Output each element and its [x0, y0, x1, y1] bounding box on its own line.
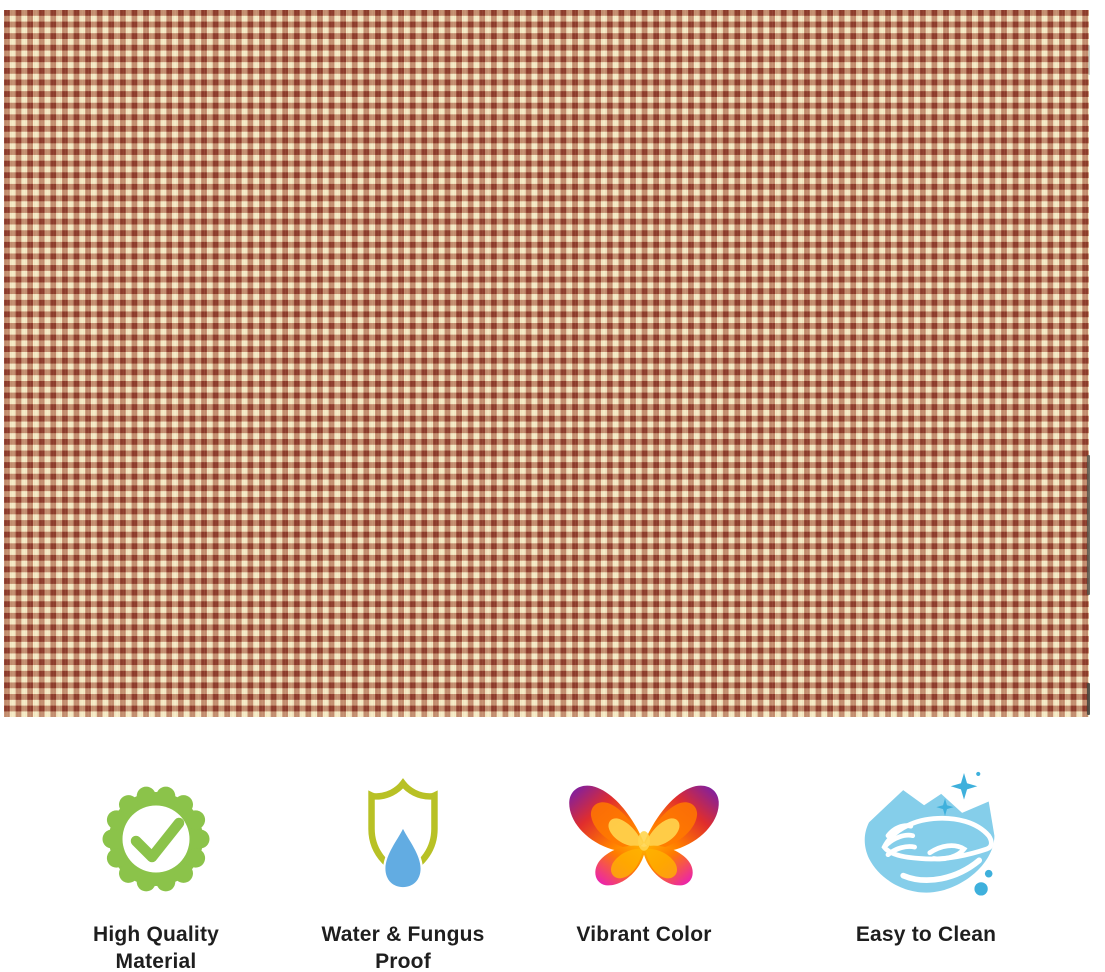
feature-label-line: Easy to Clean: [855, 923, 997, 946]
feature-label-line: Vibrant Color: [576, 923, 712, 946]
feature-label-line: Material: [115, 950, 197, 972]
feature-label: Vibrant Color: [576, 921, 711, 948]
feature-label-line: Water & Fungus: [321, 923, 485, 946]
feature-water-fungus-proof: Water & Fungus Proof: [303, 758, 503, 972]
hand-clean-icon: [864, 771, 995, 896]
shield-waterdrop-icon: [368, 778, 438, 890]
icon-box: [352, 758, 454, 920]
sparkle-icon: [936, 771, 993, 896]
feature-label: Water & Fungus Proof: [321, 921, 484, 972]
feature-label-line: High Quality: [92, 923, 220, 946]
icon-box: [98, 758, 214, 920]
fabric-edge-mark: [1087, 455, 1090, 595]
icon-box: [850, 758, 1002, 920]
feature-vibrant-color: Vibrant Color: [544, 758, 744, 948]
fabric-edge-mark: [1088, 45, 1090, 75]
fabric-edge-mark: [1087, 683, 1090, 715]
gingham-fabric-swatch: [4, 10, 1089, 717]
feature-label: Easy to Clean: [856, 921, 996, 948]
feature-label-line: Proof: [375, 950, 431, 972]
feature-label: High Quality Material: [93, 921, 219, 972]
icon-box: [560, 758, 728, 920]
butterfly-icon: [569, 785, 719, 886]
feature-easy-to-clean: Easy to Clean: [826, 758, 1026, 948]
quality-seal-icon: [102, 786, 210, 892]
feature-high-quality-material: High Quality Material: [56, 758, 256, 972]
